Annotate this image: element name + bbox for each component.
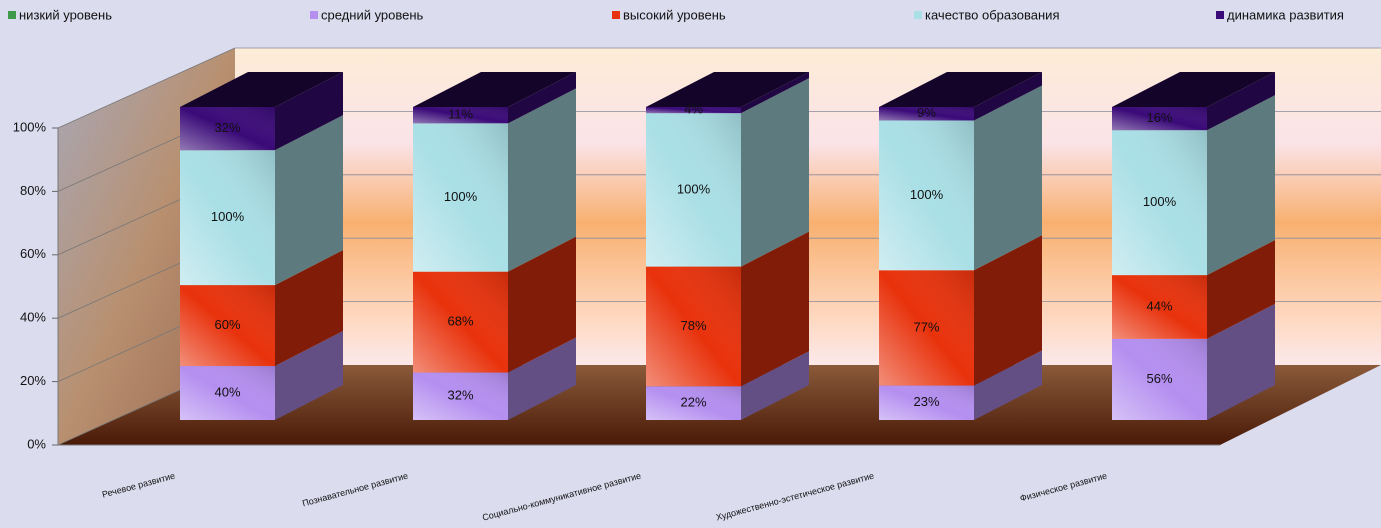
bar-shine <box>646 113 741 267</box>
bar-shine <box>413 372 508 420</box>
data-label: 16% <box>1146 110 1172 125</box>
legend-swatch <box>1216 11 1224 19</box>
y-tick-label: 0% <box>27 436 46 451</box>
legend-label: качество образования <box>925 7 1059 22</box>
bar-side <box>508 236 576 373</box>
x-tick-label: Художественно-эстетическое развитие <box>715 471 875 523</box>
bar-shine <box>879 270 974 386</box>
y-tick-label: 60% <box>20 246 46 261</box>
legend-label: высокий уровень <box>623 7 726 22</box>
bar-top <box>646 72 809 107</box>
bar-side <box>275 250 343 367</box>
bar-shine <box>413 107 508 124</box>
legend-swatch <box>612 11 620 19</box>
legend-swatch <box>914 11 922 19</box>
bar-shine <box>646 266 741 387</box>
bar-side <box>1207 72 1275 131</box>
bar-side <box>741 78 809 267</box>
bar-side <box>508 337 576 420</box>
legend-label: средний уровень <box>321 7 424 22</box>
y-tick-label: 40% <box>20 310 46 325</box>
data-label: 78% <box>680 318 706 333</box>
data-label: 44% <box>1146 298 1172 313</box>
bar-side <box>974 350 1042 420</box>
bar-side <box>508 88 576 272</box>
bar-side <box>275 72 343 151</box>
data-label: 100% <box>677 181 711 196</box>
bar-shine <box>180 107 275 151</box>
bar-shine <box>413 271 508 373</box>
bar-side <box>508 72 576 124</box>
bar-shine <box>1112 275 1207 339</box>
bar-side <box>275 115 343 286</box>
y-tick-label: 20% <box>20 373 46 388</box>
data-label: 56% <box>1146 371 1172 386</box>
grid-line <box>57 47 236 129</box>
bar-side <box>974 85 1042 271</box>
data-label: 77% <box>913 319 939 334</box>
x-tick-label: Физическое развитие <box>1019 471 1108 504</box>
data-label: 40% <box>214 384 240 399</box>
bar-shine <box>180 285 275 367</box>
data-label: 32% <box>447 388 473 403</box>
bar-shine <box>1112 338 1207 420</box>
bar-side <box>275 331 343 420</box>
data-label: 9% <box>917 105 936 120</box>
data-label: 100% <box>1143 194 1177 209</box>
bar-shine <box>879 107 974 121</box>
legend-label: динамика развития <box>1227 7 1344 22</box>
data-label: 100% <box>211 209 245 224</box>
x-tick-label: Социально-коммуникативное развитие <box>481 471 642 523</box>
bar-shine <box>879 385 974 420</box>
bar-shine <box>180 150 275 286</box>
bar-side <box>974 235 1042 386</box>
legend-swatch <box>8 11 16 19</box>
bar-top <box>879 72 1042 107</box>
x-tick-label: Речевое развитие <box>101 471 176 500</box>
bar-shine <box>413 123 508 272</box>
data-label: 68% <box>447 314 473 329</box>
y-tick-label: 80% <box>20 183 46 198</box>
bar-side <box>1207 95 1275 276</box>
data-label: 11% <box>448 107 473 122</box>
data-label: 100% <box>910 187 944 202</box>
bar-top <box>413 72 576 107</box>
data-label: 60% <box>214 317 240 332</box>
bar-side <box>974 72 1042 121</box>
bar-shine <box>180 366 275 420</box>
y-tick-label: 100% <box>13 119 47 134</box>
bar-top <box>180 72 343 107</box>
bar-shine <box>1112 107 1207 131</box>
bar-shine <box>1112 130 1207 276</box>
bar-side <box>1207 303 1275 420</box>
data-label: 4% <box>684 102 703 117</box>
data-label: 22% <box>680 395 706 410</box>
bars: 40% 60% 100% 32% 32% 68% 100% 11% 22% 78% 100% 4% 23… <box>180 72 1275 420</box>
data-label: 100% <box>444 189 478 204</box>
bar-shine <box>646 386 741 420</box>
bar-side <box>741 72 809 114</box>
bar-shine <box>879 120 974 271</box>
legend-label: низкий уровень <box>19 7 112 22</box>
bar-side <box>741 231 809 387</box>
x-tick-label: Познавательное развитие <box>301 471 409 509</box>
bar-side <box>1207 240 1275 339</box>
legend: низкий уровень средний уровень высокий уро… <box>8 7 1344 22</box>
legend-swatch <box>310 11 318 19</box>
bar-shine <box>646 107 741 114</box>
data-label: 32% <box>214 120 240 135</box>
bar-top <box>1112 72 1275 107</box>
bar-side <box>741 351 809 420</box>
data-label: 23% <box>913 394 939 409</box>
